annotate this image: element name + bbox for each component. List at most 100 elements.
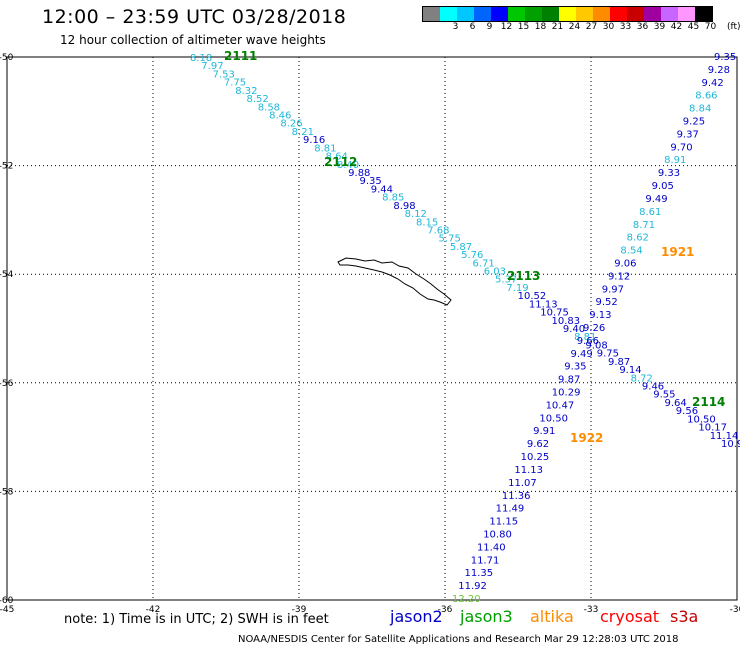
jason3-wave-height-value: 9.14 bbox=[619, 365, 641, 376]
jason3-wave-height-value: 8.32 bbox=[235, 86, 257, 97]
altika-wave-height-value: 9.87 bbox=[558, 375, 580, 386]
jason3-wave-height-value: 9.64 bbox=[665, 398, 687, 409]
latitude-label: -50 bbox=[0, 53, 14, 63]
color-scale-tick-label: 30 bbox=[602, 22, 615, 32]
satellite-legend-s3a: s3a bbox=[670, 607, 699, 626]
altika-wave-height-value: 9.33 bbox=[658, 168, 680, 179]
altika-wave-height-value: 8.62 bbox=[627, 233, 649, 244]
latitude-label: -60 bbox=[0, 596, 14, 606]
color-swatch bbox=[695, 7, 712, 21]
altika-wave-height-value: 9.97 bbox=[602, 284, 624, 295]
altika-wave-height-value: 9.28 bbox=[708, 65, 730, 76]
jason3-wave-height-value: 9.87 bbox=[608, 357, 630, 368]
jason3-wave-height-value: 8.21 bbox=[292, 127, 314, 138]
credit-line: NOAA/NESDIS Center for Satellite Applica… bbox=[238, 634, 679, 645]
color-swatch bbox=[576, 7, 593, 21]
altika-wave-height-value: 10.50 bbox=[539, 413, 568, 424]
longitude-label: -30 bbox=[730, 605, 740, 615]
color-swatch bbox=[474, 7, 491, 21]
color-swatch bbox=[627, 7, 644, 21]
color-scale-unit: (ft) bbox=[727, 22, 740, 32]
color-scale-tick-label: 18 bbox=[534, 22, 547, 32]
jason3-wave-height-value: 8.98 bbox=[393, 201, 415, 212]
altika-wave-height-value: 10.25 bbox=[521, 452, 550, 463]
satellite-legend-altika: altika bbox=[530, 607, 574, 626]
altika-wave-height-value: 8.66 bbox=[695, 91, 717, 102]
altika-wave-height-value: 8.54 bbox=[620, 246, 642, 257]
color-scale-tick-label: 42 bbox=[670, 22, 683, 32]
color-scale-tick-label: 36 bbox=[636, 22, 649, 32]
altika-wave-height-value: 9.66 bbox=[577, 336, 599, 347]
altika-wave-height-value: 8.61 bbox=[639, 207, 661, 218]
jason3-wave-height-value: 7.68 bbox=[427, 225, 449, 236]
jason3-wave-height-value: 9.40 bbox=[563, 324, 585, 335]
altika-wave-height-value: 9.25 bbox=[683, 117, 705, 128]
jason3-wave-height-value: 11.14 bbox=[710, 431, 739, 442]
altika-wave-height-value: 10.47 bbox=[546, 400, 575, 411]
jason3-wave-height-value: 7.75 bbox=[224, 78, 246, 89]
jason3-wave-height-value: 9.16 bbox=[303, 135, 325, 146]
jason3-wave-height-value: 9.88 bbox=[348, 168, 370, 179]
track-pass-label: 2112 bbox=[324, 155, 357, 169]
jason3-wave-height-value: 5.87 bbox=[450, 242, 472, 253]
jason3-wave-height-value: 8.64 bbox=[326, 152, 348, 163]
jason3-wave-height-value: 9.44 bbox=[371, 184, 393, 195]
track-pass-label: 2113 bbox=[507, 269, 540, 283]
color-swatch bbox=[525, 7, 542, 21]
color-swatch bbox=[644, 7, 661, 21]
altika-wave-height-value: 9.42 bbox=[702, 78, 724, 89]
color-scale-bar bbox=[422, 6, 713, 22]
color-scale-tick-label: 70 bbox=[704, 22, 717, 32]
track-pass-label: 1922 bbox=[570, 431, 603, 445]
color-swatch bbox=[440, 7, 457, 21]
jason3-wave-height-value: 9.08 bbox=[585, 340, 607, 351]
altika-wave-height-value: 11.36 bbox=[502, 491, 531, 502]
altika-wave-height-value: 9.62 bbox=[527, 439, 549, 450]
longitude-label: -39 bbox=[292, 605, 307, 615]
jason3-wave-height-value: 8.72 bbox=[631, 373, 653, 384]
jason3-wave-height-value: 6.03 bbox=[484, 267, 506, 278]
jason3-wave-height-value: 10.9 bbox=[721, 439, 740, 450]
altika-wave-height-value: 9.37 bbox=[677, 129, 699, 140]
altika-wave-height-value: 10.80 bbox=[483, 529, 512, 540]
altika-wave-height-value: 11.13 bbox=[514, 465, 543, 476]
color-swatch bbox=[491, 7, 508, 21]
latitude-label: -56 bbox=[0, 379, 14, 389]
jason3-wave-height-value: 5.75 bbox=[439, 234, 461, 245]
jason3-wave-height-value: 9.35 bbox=[359, 176, 381, 187]
color-scale-tick-label: 6 bbox=[469, 22, 476, 32]
color-swatch bbox=[423, 7, 440, 21]
color-scale-tick-label: 3 bbox=[452, 22, 459, 32]
color-scale-tick-label: 45 bbox=[687, 22, 700, 32]
latitude-label: -52 bbox=[0, 162, 13, 172]
color-swatch bbox=[593, 7, 610, 21]
color-swatch bbox=[457, 7, 474, 21]
jason3-wave-height-value: 9.56 bbox=[676, 406, 698, 417]
jason3-wave-height-value: 8.81 bbox=[574, 332, 596, 343]
color-swatch bbox=[508, 7, 525, 21]
track-pass-label: 2111 bbox=[224, 49, 257, 63]
altika-wave-height-value: 11.35 bbox=[464, 568, 493, 579]
altika-wave-height-value: 11.40 bbox=[477, 542, 506, 553]
jason3-wave-height-value: 7.19 bbox=[506, 283, 528, 294]
altika-wave-height-value: 9.12 bbox=[608, 271, 630, 282]
color-scale-tick-label: 9 bbox=[486, 22, 493, 32]
altika-wave-height-value: 9.35 bbox=[564, 362, 586, 373]
color-swatch bbox=[610, 7, 627, 21]
altika-wave-height-value: 9.91 bbox=[533, 426, 555, 437]
jason3-wave-height-value: 8.12 bbox=[405, 209, 427, 220]
longitude-label: -45 bbox=[0, 605, 14, 615]
longitude-label: -42 bbox=[146, 605, 161, 615]
altika-wave-height-value: 9.05 bbox=[652, 181, 674, 192]
jason3-wave-height-value: 10.83 bbox=[552, 316, 581, 327]
color-swatch bbox=[559, 7, 576, 21]
altika-wave-height-value: 11.49 bbox=[496, 504, 525, 515]
jason3-wave-height-value: 7.97 bbox=[201, 61, 223, 72]
color-swatch bbox=[661, 7, 678, 21]
jason3-wave-height-value: 10.52 bbox=[518, 291, 547, 302]
altika-wave-height-value: 9.26 bbox=[583, 323, 605, 334]
altika-wave-height-value: 11.71 bbox=[471, 555, 500, 566]
altika-wave-height-value: 10.29 bbox=[552, 388, 581, 399]
